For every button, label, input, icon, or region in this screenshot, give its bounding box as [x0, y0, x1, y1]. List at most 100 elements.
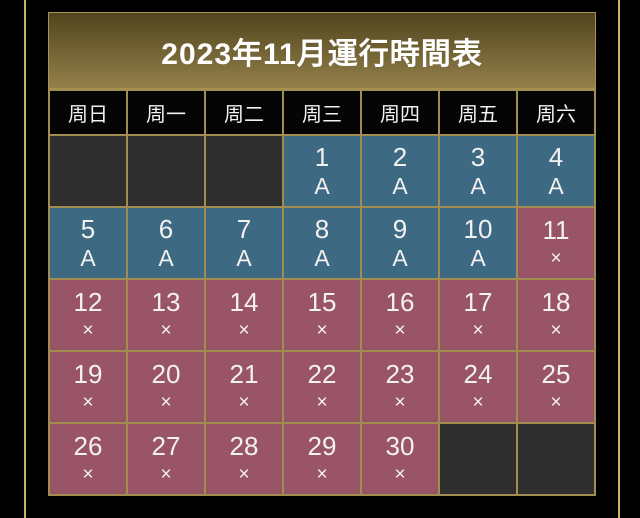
weekday-header-cell: 周日: [48, 89, 128, 136]
day-number: 19: [73, 359, 103, 389]
day-cell: 24 ×: [438, 350, 518, 424]
day-number: 7: [236, 214, 252, 244]
day-number: 3: [470, 142, 486, 172]
day-status-mark: ×: [82, 464, 94, 485]
day-status-mark: ×: [82, 392, 94, 413]
day-status-mark: A: [548, 173, 564, 199]
empty-day-cell: [126, 134, 206, 208]
day-number: 13: [151, 287, 181, 317]
day-number: 2: [392, 142, 408, 172]
day-cell: 26 ×: [48, 422, 128, 496]
day-status-mark: ×: [82, 320, 94, 341]
day-number: 1: [314, 142, 330, 172]
left-gold-frame-line: [24, 0, 26, 518]
day-status-mark: A: [470, 245, 486, 271]
day-number: 8: [314, 214, 330, 244]
empty-day-cell: [438, 422, 518, 496]
day-number: 6: [158, 214, 174, 244]
day-status-mark: ×: [316, 320, 328, 341]
weekday-header-cell: 周一: [126, 89, 206, 136]
day-status-mark: A: [158, 245, 174, 271]
day-number: 21: [229, 359, 259, 389]
day-cell: 30 ×: [360, 422, 440, 496]
day-status-mark: ×: [160, 320, 172, 341]
calendar-week-row: 26 × 27 × 28 × 29 × 30 ×: [48, 422, 596, 496]
day-status-mark: ×: [160, 392, 172, 413]
empty-day-cell: [48, 134, 128, 208]
day-status-mark: A: [392, 173, 408, 199]
empty-day-cell: [204, 134, 284, 208]
day-status-mark: A: [314, 173, 330, 199]
weekday-header-cell: 周五: [438, 89, 518, 136]
weekday-header-cell: 周三: [282, 89, 362, 136]
day-number: 4: [548, 142, 564, 172]
day-cell: 21 ×: [204, 350, 284, 424]
day-status-mark: A: [80, 245, 96, 271]
day-status-mark: ×: [472, 320, 484, 341]
weekday-header-cell: 周六: [516, 89, 596, 136]
day-number: 10: [463, 214, 493, 244]
day-number: 15: [307, 287, 337, 317]
day-number: 9: [392, 214, 408, 244]
calendar-week-row: 19 × 20 × 21 × 22 × 23 × 24 × 25 ×: [48, 350, 596, 424]
day-number: 24: [463, 359, 493, 389]
day-number: 16: [385, 287, 415, 317]
day-cell: 25 ×: [516, 350, 596, 424]
day-status-mark: ×: [550, 320, 562, 341]
day-number: 11: [542, 215, 570, 245]
timetable-title-banner: 2023年11月運行時間表: [48, 12, 596, 89]
day-number: 28: [229, 431, 259, 461]
day-status-mark: ×: [394, 464, 406, 485]
day-number: 30: [385, 431, 415, 461]
day-status-mark: ×: [394, 320, 406, 341]
day-status-mark: ×: [316, 464, 328, 485]
day-number: 20: [151, 359, 181, 389]
day-number: 23: [385, 359, 415, 389]
day-number: 14: [229, 287, 259, 317]
day-status-mark: A: [314, 245, 330, 271]
day-number: 22: [307, 359, 337, 389]
day-status-mark: ×: [238, 320, 250, 341]
weekday-header-row: 周日 周一 周二 周三 周四 周五 周六: [48, 89, 596, 136]
day-status-mark: A: [236, 245, 252, 271]
day-number: 18: [541, 287, 571, 317]
day-cell: 23 ×: [360, 350, 440, 424]
day-number: 26: [73, 431, 103, 461]
day-cell: 29 ×: [282, 422, 362, 496]
day-cell: 17 ×: [438, 278, 518, 352]
calendar-week-row: 5 A 6 A 7 A 8 A 9 A 10 A 11 ×: [48, 206, 596, 280]
calendar-week-row: 12 × 13 × 14 × 15 × 16 × 17 × 18 ×: [48, 278, 596, 352]
day-status-mark: ×: [316, 392, 328, 413]
day-number: 12: [73, 287, 103, 317]
day-status-mark: ×: [550, 392, 562, 413]
day-cell: 13 ×: [126, 278, 206, 352]
day-cell: 19 ×: [48, 350, 128, 424]
calendar-table: 周日 周一 周二 周三 周四 周五 周六 1 A 2 A 3 A 4 A 5 A 6 A 7 A 8 A 9 A 10 A 11 × 1…: [48, 89, 596, 496]
empty-day-cell: [516, 422, 596, 496]
day-number: 5: [80, 214, 96, 244]
day-cell: 27 ×: [126, 422, 206, 496]
weekday-header-cell: 周四: [360, 89, 440, 136]
day-cell: 14 ×: [204, 278, 284, 352]
day-status-mark: ×: [160, 464, 172, 485]
weekday-header-cell: 周二: [204, 89, 284, 136]
day-number: 25: [541, 359, 571, 389]
day-cell: 16 ×: [360, 278, 440, 352]
day-cell: 15 ×: [282, 278, 362, 352]
day-number: 27: [151, 431, 181, 461]
day-cell: 22 ×: [282, 350, 362, 424]
day-number: 17: [463, 287, 493, 317]
day-status-mark: A: [392, 245, 408, 271]
day-status-mark: ×: [394, 392, 406, 413]
day-status-mark: ×: [550, 248, 562, 269]
day-cell: 18 ×: [516, 278, 596, 352]
